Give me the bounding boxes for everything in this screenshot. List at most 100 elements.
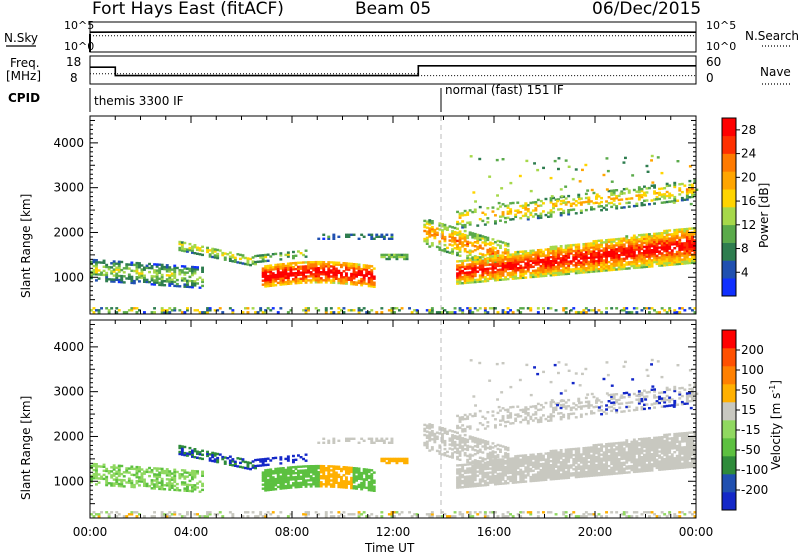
power-cell [370, 273, 374, 276]
power-cell [284, 253, 288, 257]
velocity-cell [251, 464, 255, 467]
power-cell [491, 307, 495, 310]
power-cell [302, 265, 305, 268]
power-cell [632, 256, 636, 260]
velocity-cell [425, 424, 429, 427]
power-cell [680, 230, 684, 233]
velocity-cell [387, 441, 391, 444]
power-cell [463, 259, 467, 262]
power-cell [534, 275, 538, 278]
velocity-cell [516, 473, 520, 476]
velocity-cell [511, 479, 515, 482]
power-cell [655, 236, 659, 239]
freq-line [90, 65, 696, 77]
freq-tick-top: 18 [66, 55, 81, 69]
power-cell [645, 199, 649, 202]
power-cell [196, 268, 199, 271]
velocity-cell [529, 513, 533, 516]
velocity-cell [322, 465, 326, 468]
power-cell [521, 307, 525, 310]
power-cell [456, 253, 459, 257]
power-cell [201, 284, 204, 288]
velocity-cell [390, 457, 394, 461]
velocity-cell [446, 450, 449, 454]
power-cell [506, 267, 510, 271]
power-cell [606, 169, 610, 173]
velocity-cell [327, 479, 331, 482]
velocity-cell [92, 511, 96, 514]
velocity-cell [115, 470, 119, 473]
power-colorbar-swatch [722, 278, 736, 297]
power-cell [491, 265, 495, 268]
velocity-cell [191, 488, 194, 491]
velocity-cell [461, 437, 465, 440]
power-cell [448, 233, 452, 236]
power-cell [635, 307, 639, 310]
power-cell [443, 227, 447, 231]
velocity-cell [208, 511, 212, 514]
power-cell [612, 264, 616, 267]
power-cell [610, 197, 614, 201]
velocity-cell [264, 477, 268, 480]
power-colorbar-swatch [722, 242, 736, 261]
velocity-cell [135, 465, 139, 469]
velocity-cell [334, 473, 338, 476]
power-cell [524, 258, 528, 261]
velocity-cell [302, 481, 305, 484]
power-cell [140, 264, 144, 267]
velocity-cell [297, 473, 300, 477]
power-cell [559, 253, 563, 256]
nsearch-tick-bottom: 10^0 [706, 40, 736, 53]
power-cell [347, 276, 351, 279]
power-cell [208, 307, 212, 310]
power-cell [612, 250, 616, 253]
velocity-cell [486, 483, 490, 487]
power-cell [653, 198, 656, 201]
power-cell [691, 255, 694, 258]
power-cell [584, 311, 588, 314]
velocity-cell [90, 480, 93, 484]
power-cell [350, 272, 353, 276]
power-cell [100, 273, 103, 276]
power-cell [375, 235, 379, 238]
power-cell [322, 267, 326, 270]
power-cell [148, 280, 151, 284]
power-cell [584, 254, 588, 258]
power-cell [645, 191, 649, 194]
power-cell [115, 274, 119, 277]
power-cell [562, 254, 566, 258]
power-cell [534, 209, 538, 212]
power-cell [693, 247, 697, 250]
power-cell [549, 215, 553, 218]
power-cell [587, 246, 591, 249]
power-cell [443, 243, 447, 247]
power-cell [673, 259, 677, 262]
velocity-cell [468, 461, 472, 464]
velocity-cell [281, 471, 285, 474]
power-cell [632, 240, 636, 243]
power-cell [102, 269, 106, 273]
power-cell [433, 234, 437, 238]
power-cell [554, 261, 558, 264]
power-cell [643, 259, 646, 263]
power-cell [322, 279, 326, 282]
power-cell [539, 275, 543, 278]
power-cell [357, 237, 361, 240]
power-cell [544, 262, 548, 265]
power-cell [544, 274, 548, 277]
velocity-cell [120, 485, 124, 488]
power-cell [658, 240, 661, 243]
velocity-cell [239, 457, 242, 461]
velocity-cell [271, 470, 275, 473]
power-colorbar-tick-label: 24 [741, 147, 756, 161]
velocity-cell [534, 459, 538, 462]
power-cell [552, 271, 555, 275]
velocity-cell [370, 513, 374, 516]
power-cell [468, 307, 472, 310]
power-cell [506, 311, 510, 314]
power-cell [473, 258, 477, 262]
velocity-cell [365, 515, 369, 518]
power-cell [680, 242, 684, 245]
power-cell [486, 277, 490, 281]
power-cell [269, 276, 273, 279]
